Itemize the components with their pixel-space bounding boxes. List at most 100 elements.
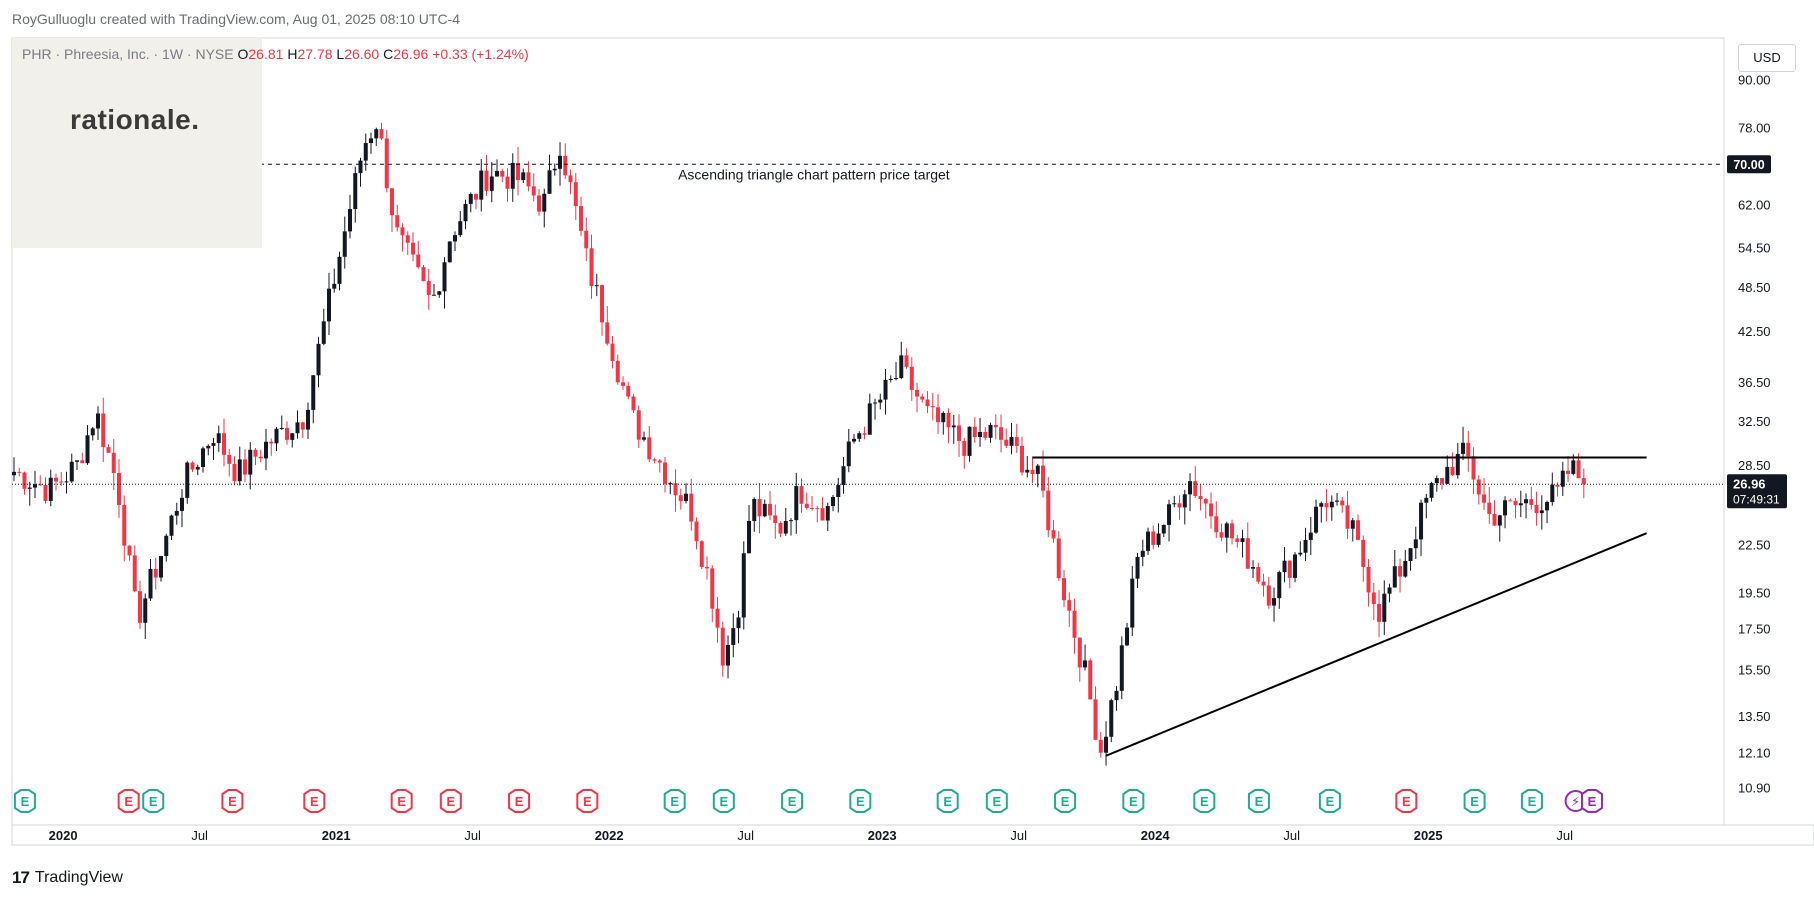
candle-body <box>206 445 211 449</box>
earnings-marker-icon[interactable] <box>712 789 735 813</box>
earnings-marker-icon[interactable] <box>1395 789 1418 813</box>
candle-body <box>846 441 851 467</box>
candle-body <box>201 448 206 468</box>
earnings-marker-icon[interactable] <box>1054 789 1077 813</box>
candle-body <box>663 462 668 484</box>
candle-body <box>495 170 500 177</box>
candle-body <box>285 428 290 440</box>
earnings-marker-icon[interactable] <box>1318 789 1341 813</box>
currency-selector[interactable]: USD <box>1738 44 1796 72</box>
candle-body <box>1230 523 1235 539</box>
candle-body <box>437 291 442 295</box>
candle-body <box>374 129 379 139</box>
candle-body <box>888 378 893 380</box>
candle-body <box>804 503 809 509</box>
candle-body <box>563 155 568 176</box>
candle-body <box>1282 560 1287 573</box>
earnings-marker-label: E <box>1588 794 1597 809</box>
y-tick-label: 19.50 <box>1738 585 1771 600</box>
candle-body <box>1445 466 1450 484</box>
earnings-marker-icon[interactable] <box>1247 789 1270 813</box>
candle-body <box>253 449 258 457</box>
x-tick-label: 2021 <box>322 828 351 843</box>
candle-body <box>421 267 426 282</box>
earnings-marker-icon[interactable] <box>508 789 531 813</box>
candle-body <box>442 262 447 292</box>
candle-body <box>642 437 647 440</box>
earnings-marker-icon[interactable] <box>1193 789 1216 813</box>
candle-body <box>353 173 358 210</box>
candle-body <box>862 433 867 435</box>
candle-body <box>1093 699 1098 740</box>
earnings-marker-icon[interactable] <box>439 789 462 813</box>
candle-body <box>337 256 342 284</box>
candle-body <box>841 466 846 486</box>
candle-body <box>1329 501 1334 508</box>
candle-body <box>17 471 22 473</box>
high-label: H <box>287 46 298 62</box>
y-tick-label: 42.50 <box>1738 324 1771 339</box>
candle-body <box>164 535 169 557</box>
earnings-marker-label: E <box>992 794 1001 809</box>
candle-body <box>405 235 410 243</box>
candle-body <box>1098 739 1103 753</box>
candle-body <box>584 230 589 249</box>
candle-body <box>1576 460 1581 479</box>
candle-body <box>1209 503 1214 517</box>
candle-body <box>59 481 64 483</box>
earnings-marker-icon[interactable] <box>985 789 1008 813</box>
candle-body <box>1293 554 1298 578</box>
candle-body <box>1476 479 1481 495</box>
symbol-name[interactable]: PHR · Phreesia, Inc. · 1W · NYSE <box>22 46 234 62</box>
candle-body <box>1324 503 1329 508</box>
earnings-marker-icon[interactable] <box>117 789 140 813</box>
earnings-marker-label: E <box>515 794 524 809</box>
earnings-marker-icon[interactable] <box>936 789 959 813</box>
candle-body <box>279 428 284 430</box>
candle-body <box>1550 484 1555 503</box>
candle-body <box>946 412 951 428</box>
high-value: 27.78 <box>297 46 333 62</box>
candle-body <box>1503 500 1508 516</box>
candle-body <box>432 294 437 296</box>
candle-body <box>505 176 510 189</box>
candle-body <box>1555 484 1560 487</box>
earnings-marker-label: E <box>1528 794 1537 809</box>
candle-body <box>1135 556 1140 579</box>
earnings-marker-icon[interactable] <box>1463 789 1486 813</box>
candle-body <box>400 227 405 236</box>
candle-body <box>1177 503 1182 508</box>
earnings-marker-icon[interactable] <box>142 789 165 813</box>
earnings-marker-icon[interactable] <box>1520 789 1543 813</box>
tradingview-footer[interactable]: 17 TradingView <box>12 868 123 888</box>
candle-body <box>1314 506 1319 533</box>
candle-body <box>1261 581 1266 586</box>
close-label: C <box>383 46 394 62</box>
candle-body <box>1219 532 1224 538</box>
candle-body <box>531 186 536 196</box>
earnings-marker-icon[interactable] <box>221 789 244 813</box>
time-axis-strip <box>11 824 1814 846</box>
earnings-marker-icon[interactable] <box>849 789 872 813</box>
earnings-marker-icon[interactable] <box>576 789 599 813</box>
earnings-marker-label: E <box>1402 794 1411 809</box>
candle-body <box>1529 499 1534 505</box>
candle-body <box>1340 500 1345 506</box>
earnings-marker-icon[interactable] <box>13 789 36 813</box>
candle-body <box>1419 502 1424 540</box>
earnings-marker-icon[interactable] <box>390 789 413 813</box>
earnings-marker-icon[interactable] <box>1122 789 1145 813</box>
earnings-marker-icon[interactable] <box>781 789 804 813</box>
candle-body <box>306 409 311 430</box>
earnings-marker-icon[interactable] <box>663 789 686 813</box>
candle-body <box>988 424 993 438</box>
y-tick-label: 15.50 <box>1738 662 1771 677</box>
support-trendline[interactable] <box>1105 532 1647 757</box>
symbol-legend[interactable]: PHR · Phreesia, Inc. · 1W · NYSE O26.81 … <box>22 46 529 62</box>
earnings-marker-icon[interactable] <box>1580 789 1603 813</box>
candle-body <box>757 498 762 517</box>
candle-body <box>484 170 489 191</box>
candle-body <box>1130 578 1135 628</box>
earnings-marker-icon[interactable] <box>303 789 326 813</box>
